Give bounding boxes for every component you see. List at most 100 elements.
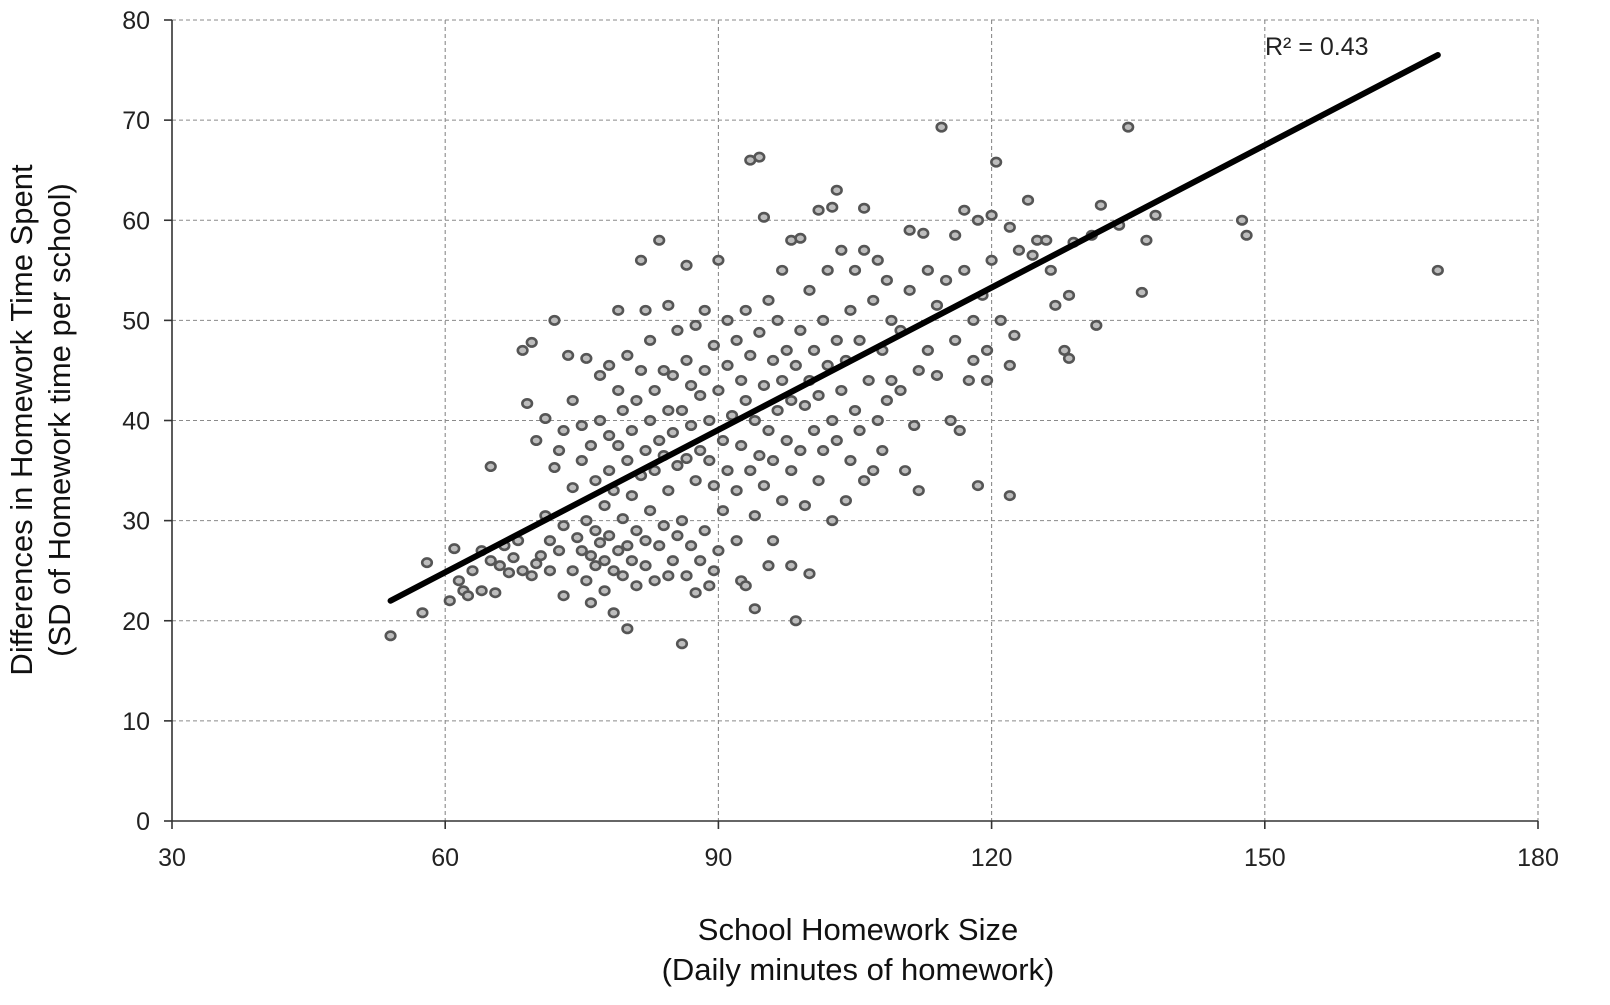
data-point	[657, 364, 670, 376]
data-point	[1090, 319, 1103, 331]
data-point	[571, 532, 584, 544]
data-point	[666, 555, 679, 567]
data-point	[1021, 194, 1035, 206]
data-point	[990, 156, 1003, 168]
data-point	[621, 540, 634, 552]
data-point	[858, 202, 871, 214]
data-point	[562, 349, 575, 361]
data-point	[826, 414, 839, 426]
y-tick-label: 60	[122, 207, 150, 235]
x-tick-label: 120	[971, 844, 1013, 872]
data-point	[461, 590, 475, 602]
y-tick-label: 50	[122, 307, 150, 335]
data-point	[1235, 214, 1249, 226]
x-axis-title: School Homework Size	[698, 912, 1018, 947]
data-point	[798, 500, 812, 512]
data-point	[748, 414, 761, 426]
y-tick-label: 0	[136, 808, 150, 836]
data-point	[680, 354, 693, 366]
data-point	[967, 314, 980, 326]
data-point	[853, 334, 866, 346]
data-point	[867, 294, 880, 306]
data-point	[443, 595, 456, 607]
data-point	[744, 465, 757, 477]
data-point	[525, 336, 538, 348]
data-point	[780, 435, 793, 447]
data-point	[662, 570, 675, 582]
axes	[164, 19, 1539, 829]
data-point	[835, 244, 848, 256]
data-point	[862, 374, 875, 386]
data-point	[803, 568, 816, 580]
data-point	[566, 482, 579, 494]
data-point	[662, 404, 675, 416]
data-point	[721, 359, 734, 371]
data-point	[830, 334, 843, 346]
data-point	[575, 420, 588, 432]
data-point	[616, 513, 629, 525]
data-point	[539, 412, 552, 424]
y-tick-label: 40	[122, 408, 150, 436]
data-point	[680, 259, 693, 271]
data-point	[703, 414, 716, 426]
data-point	[871, 254, 884, 266]
data-point	[552, 445, 566, 457]
data-point	[543, 535, 557, 547]
data-point	[744, 349, 757, 361]
data-point	[684, 379, 698, 391]
data-point	[1094, 199, 1107, 211]
data-point	[712, 545, 725, 557]
data-point	[949, 334, 962, 346]
data-point	[730, 485, 743, 497]
data-point	[1003, 221, 1016, 233]
data-point	[739, 304, 752, 316]
data-point	[1240, 229, 1253, 241]
data-point	[753, 450, 766, 462]
data-point	[735, 374, 748, 386]
data-point	[384, 630, 397, 642]
data-point	[757, 211, 771, 223]
data-point	[848, 404, 862, 416]
data-point	[448, 543, 461, 555]
data-point	[716, 505, 730, 517]
data-point	[880, 274, 893, 286]
data-point	[593, 414, 607, 426]
data-point	[689, 319, 702, 331]
data-point	[534, 550, 547, 562]
data-point	[766, 455, 780, 467]
data-point	[785, 465, 798, 477]
data-point	[830, 184, 843, 196]
data-point	[876, 445, 889, 457]
data-point	[630, 394, 643, 406]
data-point	[589, 475, 602, 487]
data-point	[671, 324, 684, 336]
data-point	[694, 555, 707, 567]
data-point	[789, 359, 802, 371]
data-point	[612, 304, 625, 316]
data-point	[607, 607, 620, 619]
data-point	[798, 399, 812, 411]
data-point	[826, 515, 839, 527]
data-points	[384, 121, 1444, 650]
data-point	[648, 384, 661, 396]
r-squared-annotation: R² = 0.43	[1265, 33, 1369, 61]
data-point	[648, 575, 661, 587]
data-point	[584, 550, 598, 562]
data-point	[1040, 234, 1053, 246]
data-point	[703, 455, 716, 467]
data-point	[953, 425, 966, 437]
data-point	[771, 314, 784, 326]
data-point	[817, 314, 830, 326]
data-point	[962, 374, 975, 386]
x-axis-subtitle: (Daily minutes of homework)	[662, 952, 1055, 987]
data-point	[844, 304, 857, 316]
data-point	[548, 314, 561, 326]
data-point	[903, 224, 916, 236]
data-point	[584, 440, 598, 452]
data-point	[703, 580, 716, 592]
data-point	[630, 580, 643, 592]
data-point	[898, 465, 912, 477]
data-point	[557, 425, 570, 437]
data-point	[694, 389, 707, 401]
